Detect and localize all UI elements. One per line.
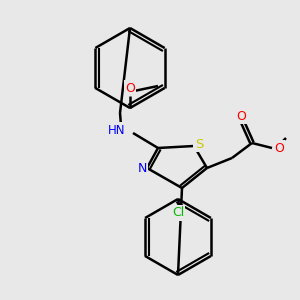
Text: O: O xyxy=(125,82,135,94)
Text: N: N xyxy=(137,161,147,175)
Text: O: O xyxy=(274,142,284,154)
Text: HN: HN xyxy=(107,124,125,136)
Text: O: O xyxy=(236,110,246,122)
Text: Cl: Cl xyxy=(172,206,184,220)
Text: S: S xyxy=(195,137,203,151)
